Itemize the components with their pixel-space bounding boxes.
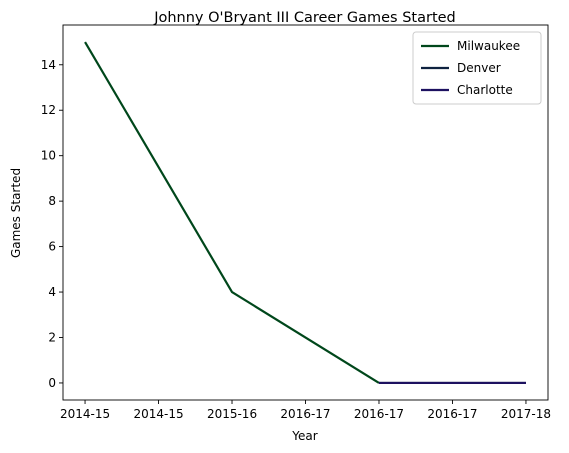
y-tick-label: 12 bbox=[41, 103, 56, 117]
y-tick-label: 10 bbox=[41, 149, 56, 163]
y-tick-label: 4 bbox=[48, 285, 56, 299]
legend-box bbox=[412, 31, 542, 105]
x-tick-label: 2017-18 bbox=[501, 407, 551, 421]
y-axis-label: Games Started bbox=[9, 168, 23, 258]
y-tick-label: 2 bbox=[48, 331, 56, 345]
series-layer bbox=[84, 41, 526, 385]
x-tick-label: 2016-17 bbox=[354, 407, 404, 421]
chart-title: Johnny O'Bryant III Career Games Started bbox=[153, 10, 456, 26]
y-axis: 0 2 4 6 8 10 12 14 bbox=[41, 58, 63, 390]
legend-label-denver: Denver bbox=[457, 61, 501, 75]
x-axis-label: Year bbox=[291, 429, 317, 443]
y-tick-label: 0 bbox=[48, 376, 56, 390]
y-tick-label: 14 bbox=[41, 58, 56, 72]
legend: Milwaukee Denver Charlotte bbox=[412, 31, 542, 105]
x-tick-label: 2014-15 bbox=[60, 407, 110, 421]
series-line-milwaukee bbox=[84, 41, 380, 384]
legend-label-charlotte: Charlotte bbox=[457, 83, 513, 97]
x-tick-label: 2015-16 bbox=[207, 407, 257, 421]
x-axis: 2014-15 2014-15 2015-16 2016-17 2016-17 2016-… bbox=[60, 400, 551, 421]
x-tick-label: 2016-17 bbox=[280, 407, 330, 421]
x-tick-label: 2016-17 bbox=[427, 407, 477, 421]
y-tick-label: 8 bbox=[48, 194, 56, 208]
y-tick-label: 6 bbox=[48, 240, 56, 254]
legend-label-milwaukee: Milwaukee bbox=[457, 39, 520, 53]
x-tick-label: 2014-15 bbox=[133, 407, 183, 421]
